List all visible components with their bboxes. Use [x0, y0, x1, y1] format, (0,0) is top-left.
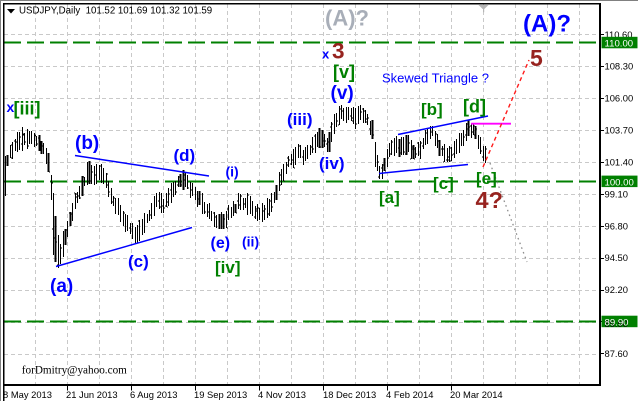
- svg-text:[iii]: [iii]: [14, 99, 41, 119]
- svg-text:4 Nov 2013: 4 Nov 2013: [258, 389, 306, 400]
- svg-text:4?: 4?: [476, 187, 503, 213]
- svg-text:6 Aug 2013: 6 Aug 2013: [130, 389, 177, 400]
- svg-text:8 May 2013: 8 May 2013: [3, 389, 52, 400]
- svg-text:(i): (i): [226, 164, 239, 180]
- svg-text:89.90: 89.90: [605, 318, 629, 329]
- svg-text:(e): (e): [211, 235, 231, 252]
- svg-text:89.90: 89.90: [605, 318, 628, 329]
- svg-text:5: 5: [530, 45, 543, 71]
- svg-text:[c]: [c]: [433, 174, 454, 193]
- svg-text:(a): (a): [50, 276, 73, 297]
- svg-text:[d]: [d]: [463, 97, 486, 117]
- svg-text:20 Mar 2014: 20 Mar 2014: [450, 389, 503, 400]
- svg-text:(iii): (iii): [287, 110, 313, 129]
- svg-text:[a]: [a]: [379, 188, 400, 207]
- svg-text:(A)?: (A)?: [325, 6, 369, 31]
- svg-text:[v]: [v]: [333, 62, 355, 82]
- svg-text:(iv): (iv): [319, 154, 345, 173]
- svg-text:x: x: [322, 47, 330, 62]
- svg-text:forDmitry@yahoo.com: forDmitry@yahoo.com: [22, 364, 127, 376]
- svg-text:106.00: 106.00: [605, 93, 634, 104]
- svg-text:(d): (d): [174, 146, 196, 165]
- svg-text:110.60: 110.60: [605, 29, 633, 40]
- svg-text:(c): (c): [128, 252, 149, 271]
- svg-text:18 Dec 2013: 18 Dec 2013: [323, 389, 376, 400]
- svg-text:100.00: 100.00: [605, 178, 634, 189]
- svg-text:4 Feb 2014: 4 Feb 2014: [386, 389, 433, 400]
- svg-text:92.20: 92.20: [605, 284, 628, 295]
- svg-text:[e]: [e]: [476, 169, 497, 188]
- svg-text:(A)?: (A)?: [523, 11, 571, 38]
- svg-text:108.30: 108.30: [605, 61, 634, 72]
- svg-text:[b]: [b]: [421, 100, 443, 119]
- svg-text:87.60: 87.60: [605, 348, 628, 359]
- svg-text:USDJPY,Daily 101.52 101.69 10: USDJPY,Daily 101.52 101.69 101.32 101.59: [19, 6, 212, 17]
- svg-text:[iv]: [iv]: [215, 258, 241, 277]
- svg-text:103.70: 103.70: [605, 125, 634, 136]
- svg-text:(v): (v): [331, 83, 354, 104]
- svg-text:110.00: 110.00: [605, 39, 634, 50]
- svg-text:(b): (b): [75, 133, 99, 154]
- svg-text:Skewed Triangle ?: Skewed Triangle ?: [382, 71, 489, 86]
- svg-text:99.10: 99.10: [605, 188, 628, 199]
- svg-text:21 Jun 2013: 21 Jun 2013: [66, 389, 118, 400]
- svg-text:x: x: [7, 99, 15, 115]
- svg-text:(ii): (ii): [242, 234, 259, 250]
- svg-text:3: 3: [332, 39, 345, 64]
- svg-text:94.50: 94.50: [605, 252, 628, 263]
- svg-text:19 Sep 2013: 19 Sep 2013: [194, 389, 247, 400]
- svg-text:96.80: 96.80: [605, 220, 628, 231]
- svg-text:101.40: 101.40: [605, 157, 634, 168]
